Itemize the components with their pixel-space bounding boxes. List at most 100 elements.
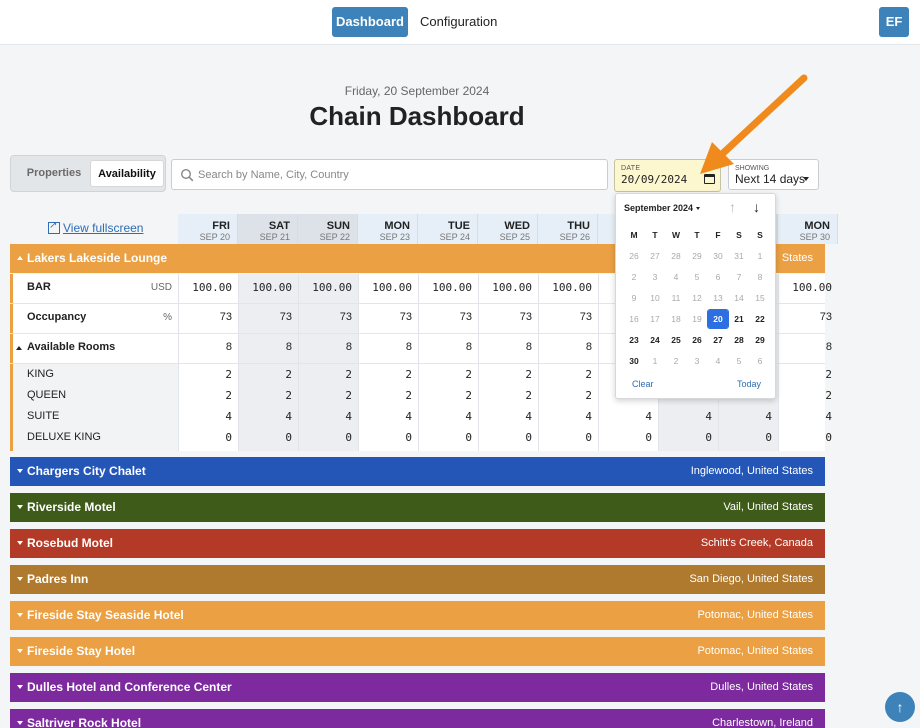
calendar-day[interactable]: 1 [652, 356, 658, 366]
table-cell: 0 [765, 431, 772, 444]
scroll-to-top-button[interactable]: ↑ [885, 692, 915, 722]
property-header[interactable]: Fireside Stay Seaside Hotel Potomac, Unit… [10, 601, 825, 630]
calendar-day[interactable]: 28 [671, 251, 681, 261]
table-cell: 8 [525, 341, 532, 353]
table-cell: 73 [399, 311, 412, 323]
calendar-day[interactable]: 12 [692, 293, 702, 303]
calendar-day[interactable]: 6 [757, 356, 763, 366]
calendar-day[interactable]: 31 [734, 251, 744, 261]
availability-tab[interactable]: Availability [90, 160, 164, 187]
table-cell: 0 [585, 431, 592, 444]
nav-configuration-link[interactable]: Configuration [420, 14, 498, 29]
table-cell: 2 [405, 389, 412, 402]
search-input[interactable] [198, 160, 598, 189]
calendar-day[interactable]: 26 [629, 251, 639, 261]
property-header[interactable]: Fireside Stay Hotel Potomac, United State… [10, 637, 825, 666]
calendar-day[interactable]: 13 [713, 293, 723, 303]
table-cell: 2 [525, 368, 532, 381]
chevron-down-icon [803, 177, 809, 181]
day-column-header: TUE SEP 24 [418, 214, 478, 244]
collapse-caret-icon [17, 256, 23, 260]
calendar-day[interactable]: 21 [734, 314, 744, 324]
calendar-day[interactable]: 29 [692, 251, 702, 261]
day-of-week: SUN [326, 220, 350, 232]
calendar-day[interactable]: 19 [692, 314, 702, 324]
table-cell: 73 [459, 311, 472, 323]
date-value[interactable]: 20/09/2024 [621, 173, 688, 186]
property-header[interactable]: Padres Inn San Diego, United States [10, 565, 825, 594]
calendar-day[interactable]: 4 [673, 272, 679, 282]
previous-month-arrow-icon[interactable]: ↑ [729, 199, 736, 215]
calendar-day[interactable]: 16 [629, 314, 639, 324]
calendar-day[interactable]: 1 [757, 251, 763, 261]
calendar-day[interactable]: 6 [715, 272, 721, 282]
calendar-day[interactable]: 22 [755, 314, 765, 324]
day-date: SEP 26 [559, 232, 590, 242]
calendar-icon[interactable] [704, 174, 715, 184]
calendar-day[interactable]: 2 [673, 356, 679, 366]
table-cell: 4 [825, 410, 832, 423]
calendar-day[interactable]: 8 [757, 272, 763, 282]
table-cell: 8 [825, 341, 832, 353]
next-month-arrow-icon[interactable]: ↓ [753, 199, 760, 215]
calendar-day[interactable]: 23 [629, 335, 639, 345]
day-date: SEP 21 [259, 232, 290, 242]
calendar-day[interactable]: 11 [671, 293, 681, 303]
property-header[interactable]: Saltriver Rock Hotel Charlestown, Ireland [10, 709, 825, 728]
user-avatar[interactable]: EF [879, 7, 909, 37]
calendar-day[interactable]: 24 [650, 335, 660, 345]
calendar-weekday-label: F [715, 230, 721, 240]
property-header[interactable]: Chargers City Chalet Inglewood, United St… [10, 457, 825, 486]
day-date: SEP 25 [499, 232, 530, 242]
calendar-today-button[interactable]: Today [736, 379, 761, 389]
table-cell: 73 [579, 311, 592, 323]
calendar-day[interactable]: 30 [713, 251, 723, 261]
table-cell: 2 [525, 389, 532, 402]
nav-dashboard-button[interactable]: Dashboard [332, 7, 408, 37]
calendar-day[interactable]: 3 [652, 272, 658, 282]
calendar-day[interactable]: 26 [692, 335, 702, 345]
property-header[interactable]: Rosebud Motel Schitt's Creek, Canada [10, 529, 825, 558]
calendar-day[interactable]: 3 [694, 356, 700, 366]
table-cell: 4 [585, 410, 592, 423]
property-location: Dulles, United States [710, 681, 813, 693]
day-column-header: MON SEP 30 [778, 214, 838, 244]
calendar-day[interactable]: 20 [707, 309, 729, 329]
showing-dropdown[interactable]: SHOWING Next 14 days [728, 159, 819, 190]
table-cell: 73 [339, 311, 352, 323]
calendar-day[interactable]: 28 [734, 335, 744, 345]
calendar-day[interactable]: 10 [650, 293, 660, 303]
calendar-clear-button[interactable]: Clear [632, 379, 654, 389]
view-fullscreen-link[interactable]: View fullscreen [63, 221, 144, 235]
available-rooms-caret-icon[interactable] [16, 346, 22, 350]
properties-tab[interactable]: Properties [26, 167, 82, 179]
table-cell: 73 [819, 311, 832, 323]
calendar-day[interactable]: 18 [671, 314, 681, 324]
calendar-day[interactable]: 14 [734, 293, 744, 303]
calendar-day[interactable]: 27 [713, 335, 723, 345]
calendar-day[interactable]: 27 [650, 251, 660, 261]
property-location: States [781, 252, 813, 264]
calendar-day[interactable]: 5 [736, 356, 742, 366]
property-name: Fireside Stay Seaside Hotel [27, 608, 184, 622]
calendar-day[interactable]: 5 [694, 272, 700, 282]
property-location: Potomac, United States [697, 645, 813, 657]
calendar-day[interactable]: 7 [736, 272, 742, 282]
calendar-day[interactable]: 17 [650, 314, 660, 324]
page-title: Chain Dashboard [309, 101, 525, 131]
property-header[interactable]: Riverside Motel Vail, United States [10, 493, 825, 522]
calendar-day[interactable]: 25 [671, 335, 681, 345]
fullscreen-icon[interactable] [48, 220, 60, 234]
expand-caret-icon [17, 721, 23, 725]
date-picker-field[interactable]: DATE 20/09/2024 [614, 159, 721, 192]
calendar-month-selector[interactable]: September 2024 [624, 203, 701, 213]
calendar-day[interactable]: 2 [631, 272, 637, 282]
calendar-day[interactable]: 9 [631, 293, 637, 303]
calendar-day[interactable]: 15 [755, 293, 765, 303]
calendar-day[interactable]: 29 [755, 335, 765, 345]
calendar-day[interactable]: 4 [715, 356, 721, 366]
property-header[interactable]: Dulles Hotel and Conference Center Dulles… [10, 673, 825, 702]
calendar-day[interactable]: 30 [629, 356, 639, 366]
chevron-down-icon [696, 207, 701, 211]
table-cell: 73 [219, 311, 232, 323]
